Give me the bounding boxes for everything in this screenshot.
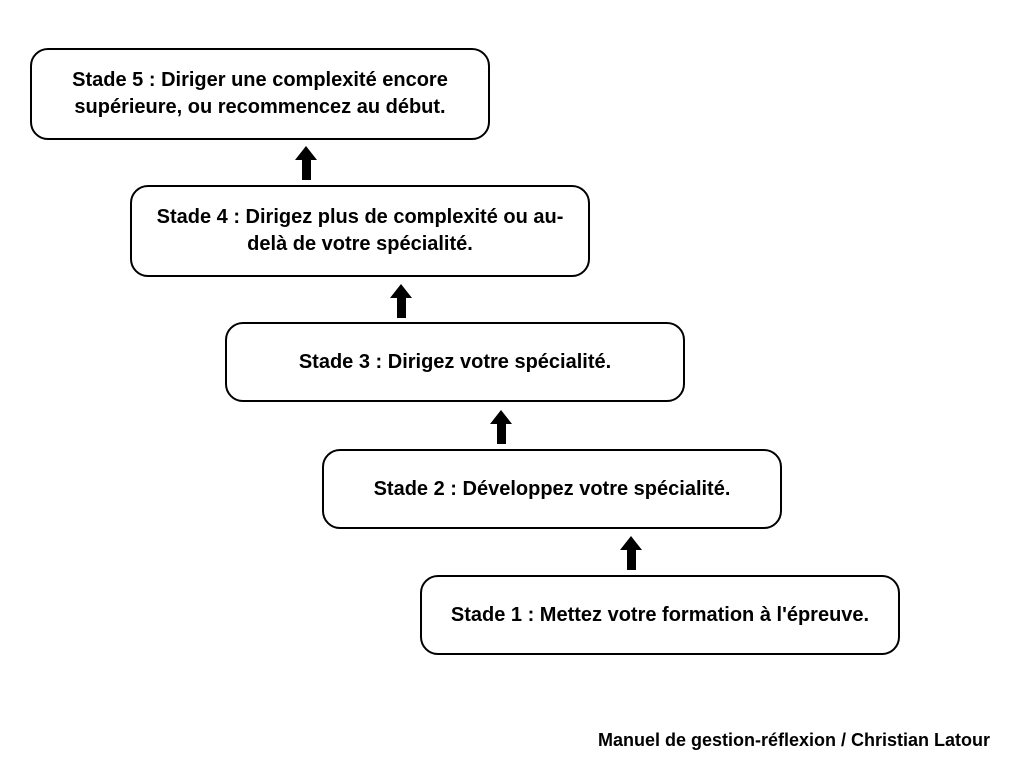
arrow-shaft [627,550,636,570]
arrow-head-icon [490,410,512,424]
stage-2-label: Stade 2 : Développez votre spécialité. [374,476,731,503]
stage-4-box: Stade 4 : Dirigez plus de complexité ou … [130,185,590,277]
stage-1-box: Stade 1 : Mettez votre formation à l'épr… [420,575,900,655]
stage-3-box: Stade 3 : Dirigez votre spécialité. [225,322,685,402]
arrow-head-icon [295,146,317,160]
stage-2-box: Stade 2 : Développez votre spécialité. [322,449,782,529]
arrow-2-to-3 [490,410,512,444]
arrow-3-to-4 [390,284,412,318]
arrow-shaft [302,160,311,180]
stage-4-label: Stade 4 : Dirigez plus de complexité ou … [152,204,568,258]
arrow-shaft [397,298,406,318]
arrow-4-to-5 [295,146,317,180]
arrow-shaft [497,424,506,444]
stage-1-label: Stade 1 : Mettez votre formation à l'épr… [451,602,869,629]
arrow-head-icon [620,536,642,550]
arrow-head-icon [390,284,412,298]
stage-3-label: Stade 3 : Dirigez votre spécialité. [299,349,611,376]
arrow-1-to-2 [620,536,642,570]
stage-5-label: Stade 5 : Diriger une complexité encore … [52,67,468,121]
stage-5-box: Stade 5 : Diriger une complexité encore … [30,48,490,140]
attribution-text: Manuel de gestion-réflexion / Christian … [598,730,990,751]
